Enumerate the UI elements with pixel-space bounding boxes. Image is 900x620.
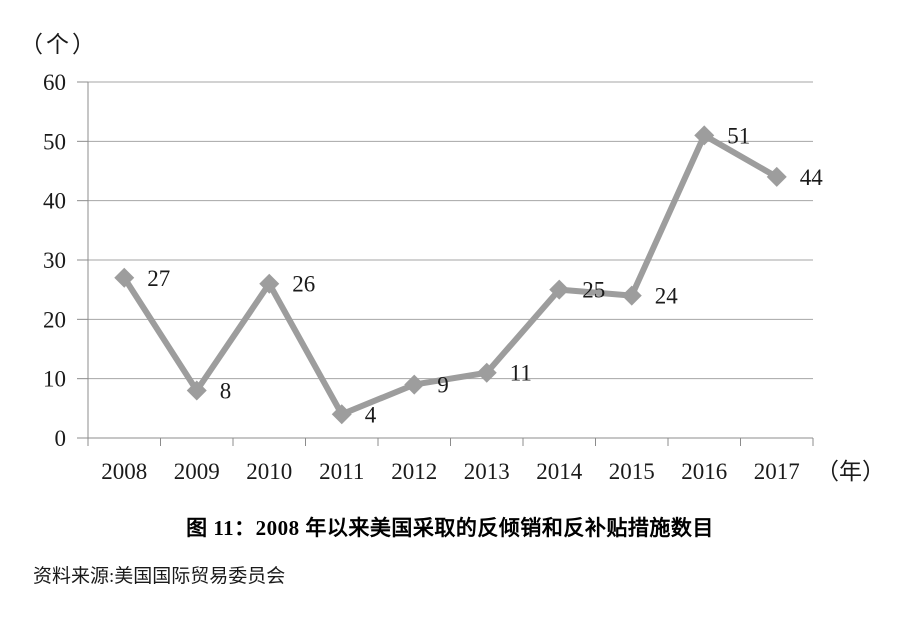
data-point-marker: [549, 279, 570, 300]
data-label: 26: [292, 272, 315, 297]
y-tick-label: 0: [55, 426, 67, 451]
data-line: [121, 132, 780, 418]
line-chart: 0 10 20 30 40 50 60 27 8 26 4 9 11 25 24 51 44 2008 2009 20…: [20, 32, 885, 484]
data-point-marker: [259, 273, 280, 294]
x-tick-label: 2013: [464, 459, 510, 484]
x-axis-unit-label: （年）: [816, 459, 885, 484]
data-label: 4: [365, 402, 377, 427]
y-tick-label: 30: [43, 248, 66, 273]
x-tick-label: 2017: [754, 459, 800, 484]
data-label: 25: [582, 278, 605, 303]
y-tick-label: 60: [43, 70, 66, 95]
data-label: 27: [147, 266, 170, 291]
y-tick-label: 50: [43, 129, 66, 154]
data-point-marker: [331, 404, 352, 425]
x-tick-label: 2015: [609, 459, 655, 484]
data-point-marker: [694, 125, 715, 146]
y-tick-label: 10: [43, 367, 66, 392]
figure-caption: 图 11：2008 年以来美国采取的反倾销和反补贴措施数目: [186, 516, 714, 540]
data-point-marker: [114, 267, 135, 288]
data-label: 11: [510, 361, 532, 386]
data-label: 9: [437, 373, 449, 398]
y-tick-label: 40: [43, 189, 66, 214]
y-tick-label: 20: [43, 307, 66, 332]
data-label: 8: [220, 379, 232, 404]
x-tick-label: 2012: [391, 459, 437, 484]
data-point-marker: [186, 380, 207, 401]
data-point-marker: [766, 166, 787, 187]
x-tick-label: 2008: [101, 459, 147, 484]
x-tick-label: 2009: [174, 459, 220, 484]
data-point-marker: [476, 362, 497, 383]
x-tick-label: 2010: [246, 459, 292, 484]
data-label: 24: [655, 284, 679, 309]
figure-source: 资料来源:美国国际贸易委员会: [33, 566, 286, 587]
data-point-marker: [404, 374, 425, 395]
x-tick-label: 2016: [681, 459, 727, 484]
data-point-marker: [621, 285, 642, 306]
x-tick-label: 2011: [319, 459, 364, 484]
data-label: 51: [727, 123, 750, 148]
x-tick-label: 2014: [536, 459, 583, 484]
y-axis-unit-label: （个）: [20, 32, 98, 57]
data-label: 44: [800, 165, 824, 190]
